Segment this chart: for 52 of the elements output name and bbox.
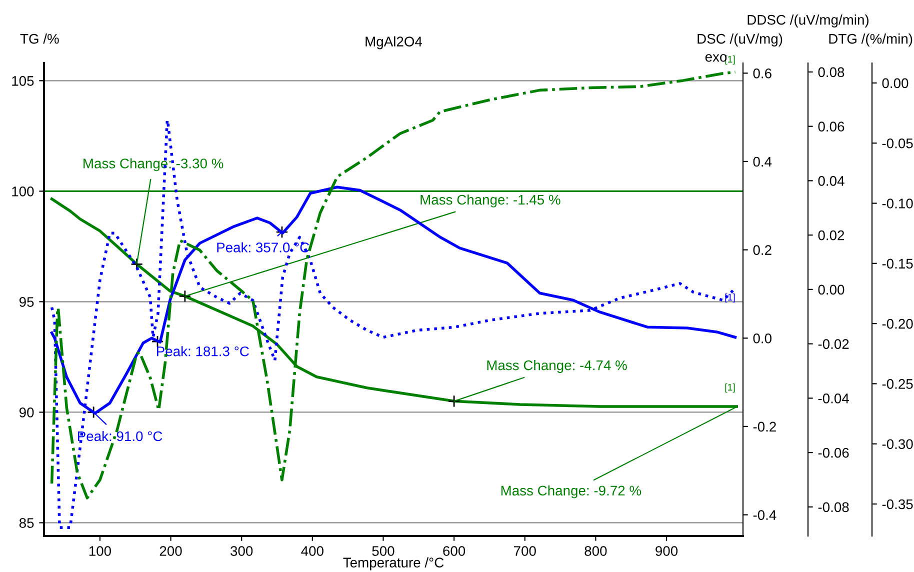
y-tick-label: -0.30 (882, 439, 913, 450)
y3-tick-label: -0.08 (818, 502, 849, 512)
y-tick-label: 95 (19, 297, 34, 307)
y3-tick-label: -0.06 (818, 448, 849, 458)
x-tick-label: 200 (160, 546, 182, 556)
y2-tick-label: 0.6 (753, 68, 772, 78)
y-tick-label: 100 (12, 186, 34, 196)
x-tick-label: 800 (584, 546, 607, 556)
annotation: Peak: 181.3 °C (156, 346, 249, 356)
annotation: Mass Change: -1.45 % (420, 194, 560, 208)
annotation: Peak: 91.0 °C (78, 430, 162, 442)
y3-tick-label: -0.04 (818, 394, 849, 404)
y-axis-title: TG /% (20, 34, 59, 44)
x-tick-label: 700 (514, 546, 536, 556)
y-tick-label: 0.00 (882, 78, 908, 88)
y-tick-label: -0.20 (882, 318, 913, 329)
y3-axis-title: DDSC /(uV/mg/min) (748, 14, 868, 28)
x-tick-label: 900 (656, 546, 678, 556)
y3-tick-label: 0.00 (818, 284, 844, 295)
y3-tick-label: -0.02 (818, 339, 849, 349)
y-tick-label: -0.05 (882, 138, 913, 148)
y2-tick-label: 0.2 (753, 245, 772, 255)
annotation: Mass Change: -4.74 % (487, 360, 627, 373)
y3-tick-label: 0.04 (818, 176, 844, 186)
y3-tick-label: 0.02 (818, 230, 844, 240)
y2-tick-label: 0.4 (753, 156, 772, 167)
annotation: [1] (725, 293, 735, 303)
y-tick-label: 90 (19, 408, 34, 418)
x-tick-label: 500 (372, 546, 394, 556)
annotation: Mass Change: -3.30 % (84, 158, 224, 172)
annotation: Mass Change: -9.72 % (501, 485, 642, 498)
y-tick-label: 85 (19, 518, 34, 528)
y2-tick-label: -0.4 (753, 510, 776, 520)
x-axis-title: Temperature /°C (343, 557, 444, 570)
annotation: [1] (725, 383, 735, 393)
text: exo (705, 54, 727, 62)
y-tick-label: -0.35 (882, 499, 913, 510)
y-tick-label: -0.25 (882, 379, 913, 389)
y3-tick-label: 0.06 (818, 122, 844, 132)
x-tick-label: 100 (89, 546, 111, 556)
y-tick-label: 105 (12, 76, 34, 86)
x-tick-label: 400 (301, 546, 324, 556)
y2-axis-title: DSC /(uV/mg) (698, 34, 782, 46)
y2-tick-label: -0.2 (753, 422, 776, 432)
y-tick-label: -0.10 (882, 198, 913, 208)
chart-title: MgAl2O4 (366, 36, 422, 50)
y2-tick-label: 0.0 (753, 333, 772, 344)
y-axis-title: DTG /(%/min) (829, 34, 912, 46)
y3-tick-label: 0.08 (818, 67, 844, 78)
x-tick-label: 600 (443, 546, 466, 556)
x-tick-label: 300 (230, 546, 253, 556)
y-tick-label: -0.15 (882, 258, 913, 269)
